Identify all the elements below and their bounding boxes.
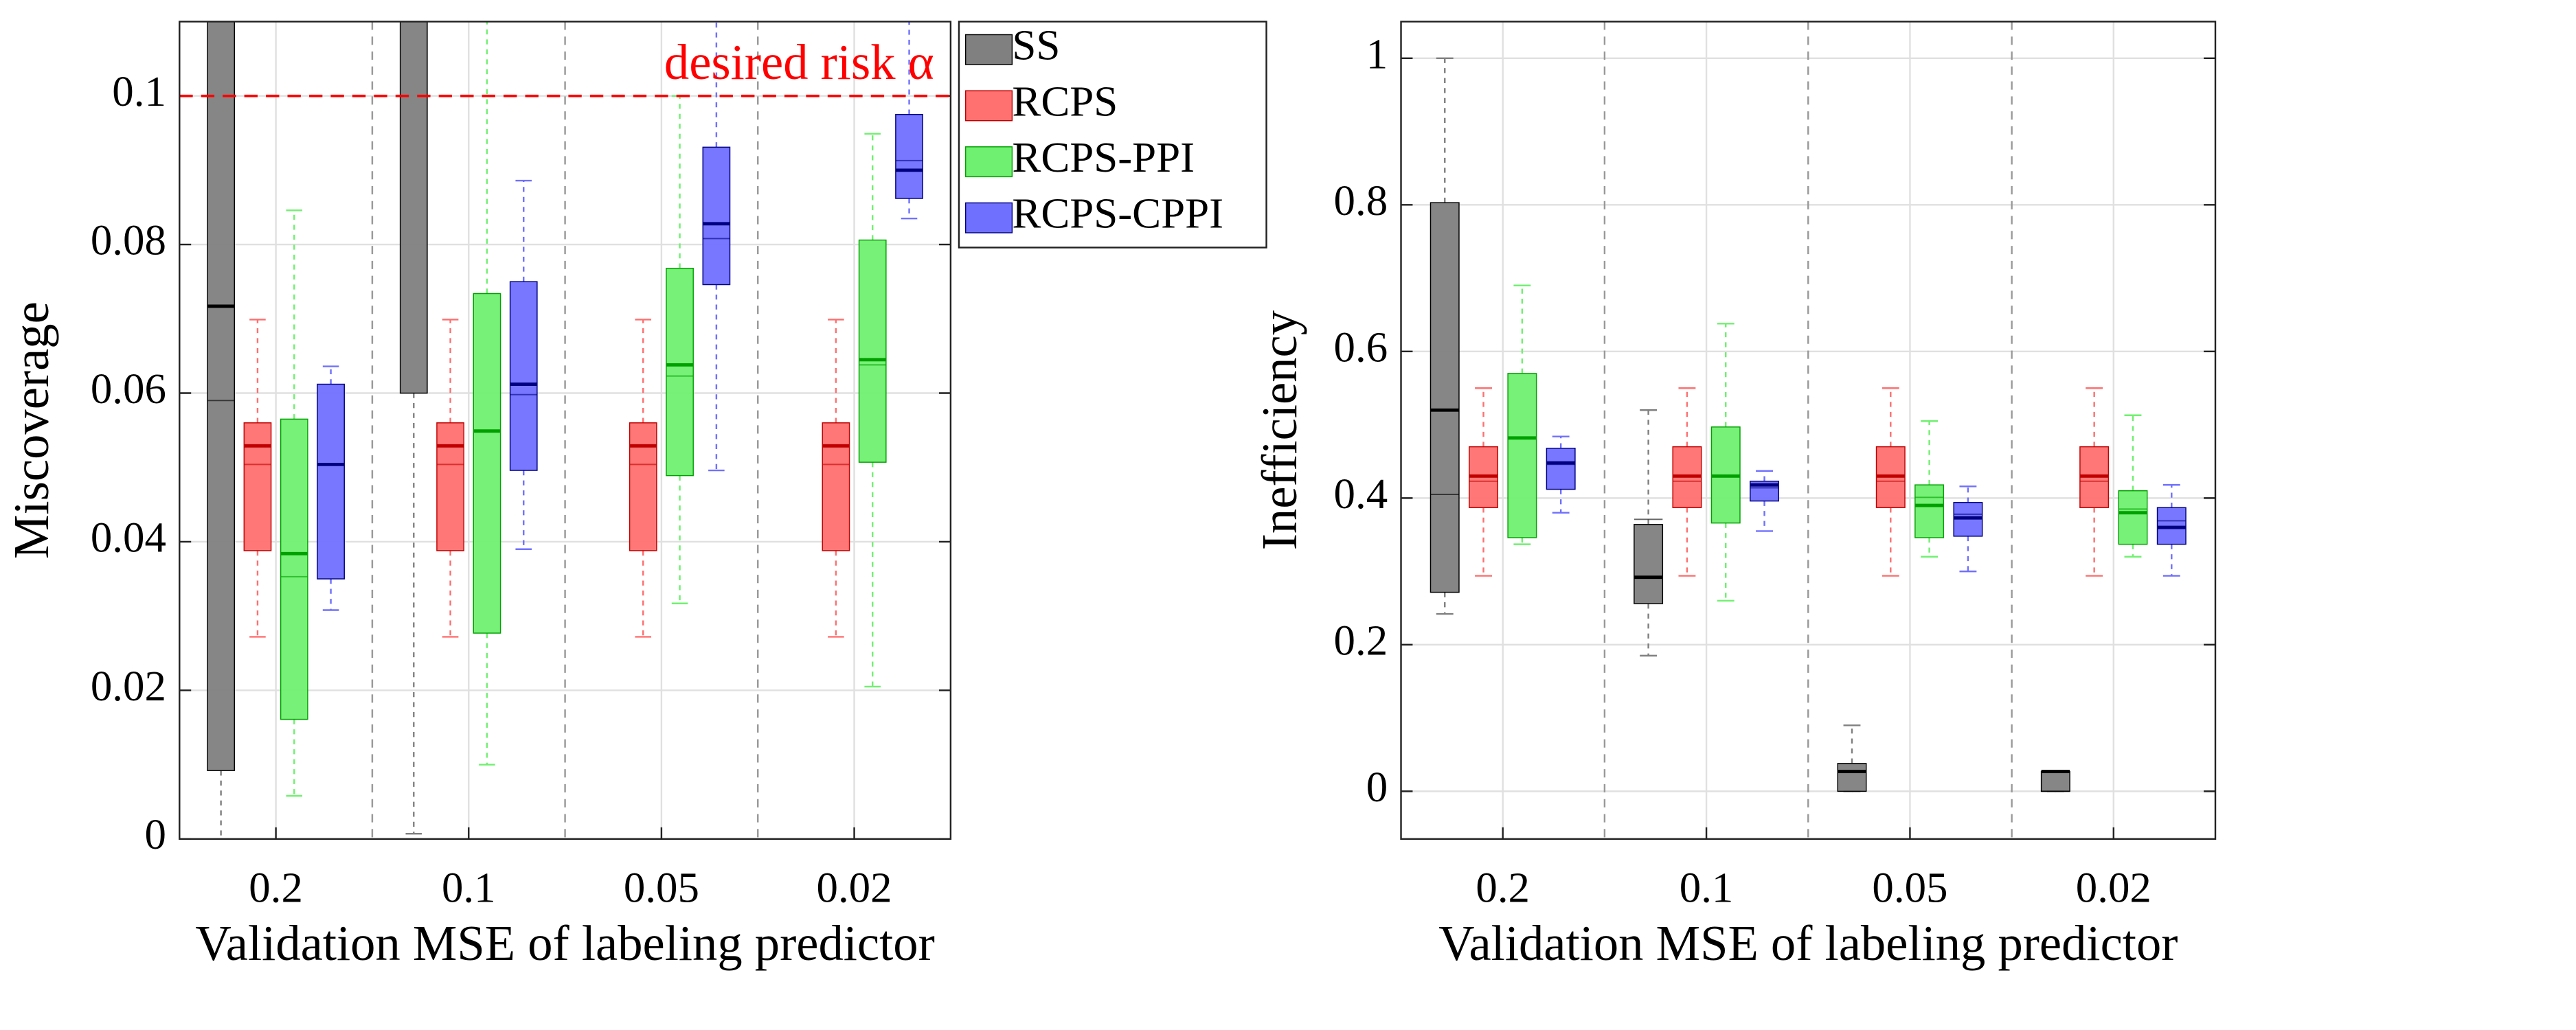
x-tick-label: 0.05 (1872, 864, 1947, 912)
y-tick-label: 0.6 (1334, 323, 1388, 371)
box (822, 422, 850, 551)
y-tick-label: 0.04 (91, 513, 166, 561)
x-axis-label: Validation MSE of labeling predictor (195, 915, 934, 971)
y-axis-label: Miscoverage (3, 301, 59, 559)
x-tick-label: 0.05 (624, 864, 699, 912)
box (280, 418, 308, 720)
box (702, 146, 731, 286)
legend-swatch (964, 202, 1013, 233)
legend-swatch (964, 90, 1013, 122)
box (243, 422, 272, 551)
box (2040, 770, 2070, 792)
legend-label: RCPS-PPI (1012, 133, 1195, 181)
box (509, 281, 538, 471)
box (629, 422, 657, 551)
legend-swatch (964, 34, 1013, 65)
box (1507, 373, 1537, 538)
box (473, 293, 501, 634)
x-tick-label: 0.02 (817, 864, 892, 912)
box (895, 113, 923, 199)
y-tick-label: 0.08 (91, 216, 166, 264)
plot-area (1430, 57, 2187, 792)
legend-label: SS (1012, 21, 1060, 69)
x-tick-label: 0.1 (1680, 864, 1734, 912)
legend: SS RCPS RCPS-PPI RCPS-CPPI (958, 21, 1267, 249)
box (436, 422, 464, 551)
axes-frame (1400, 21, 2217, 840)
x-axis-label: Validation MSE of labeling predictor (1438, 915, 2178, 971)
x-tick-label: 0.2 (249, 864, 303, 912)
y-tick-label: 0.1 (112, 67, 166, 115)
box (207, 21, 235, 771)
y-tick-label: 0.8 (1334, 176, 1388, 225)
box (1837, 763, 1867, 792)
legend-swatch (964, 146, 1013, 178)
box (2118, 490, 2148, 545)
legend-label: RCPS (1012, 77, 1118, 125)
y-axis-label: Inefficiency (1252, 310, 1307, 550)
plot-area (179, 21, 951, 839)
reference-label: desired risk α (664, 34, 934, 90)
box (1634, 524, 1664, 604)
box (666, 267, 694, 477)
box (858, 239, 887, 463)
y-tick-label: 0.4 (1334, 470, 1388, 518)
box (399, 21, 428, 394)
panel: 0 0.02 0.04 0.06 0.08 0.1 0.2 0.1 0.05 0.02 desire… (3, 21, 952, 971)
box (317, 383, 345, 580)
box (1546, 448, 1576, 490)
y-tick-label: 0.02 (91, 662, 166, 710)
x-tick-label: 0.1 (442, 864, 496, 912)
y-tick-label: 0.06 (91, 365, 166, 413)
axes-frame (179, 21, 952, 840)
x-tick-label: 0.02 (2076, 864, 2151, 912)
x-tick-label: 0.2 (1476, 864, 1530, 912)
box (1430, 202, 1460, 593)
box (1914, 484, 1945, 538)
legend-label: RCPS-CPPI (1012, 190, 1223, 238)
y-tick-label: 0 (1366, 763, 1388, 811)
y-tick-label: 1 (1366, 30, 1388, 78)
y-tick-label: 0.2 (1334, 616, 1388, 664)
y-tick-label: 0 (144, 810, 166, 858)
